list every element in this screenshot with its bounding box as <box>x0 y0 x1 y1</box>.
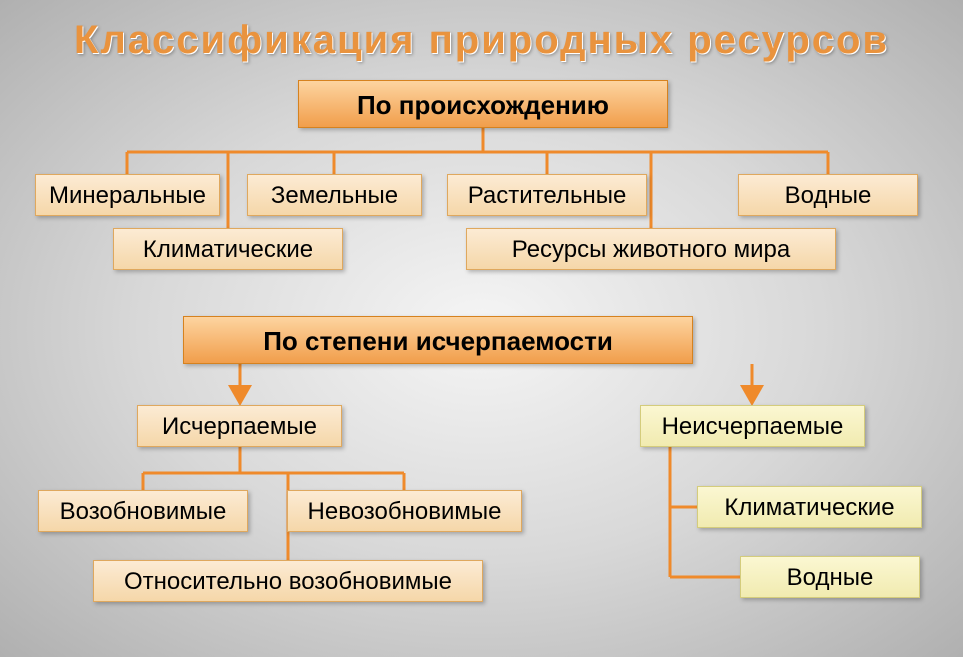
node-renewable: Возобновимые <box>38 490 248 532</box>
node-plant: Растительные <box>447 174 647 216</box>
node-animal: Ресурсы животного мира <box>466 228 836 270</box>
node-mineral: Минеральные <box>35 174 220 216</box>
node-nonrenewable: Невозобновимые <box>287 490 522 532</box>
node-climate: Климатические <box>113 228 343 270</box>
node-water: Водные <box>738 174 918 216</box>
node-land: Земельные <box>247 174 422 216</box>
node-climatic2: Климатические <box>697 486 922 528</box>
node-part_renewable: Относительно возобновимые <box>93 560 483 602</box>
node-water2: Водные <box>740 556 920 598</box>
node-exhaustible: Исчерпаемые <box>137 405 342 447</box>
node-inexhaustible: Неисчерпаемые <box>640 405 865 447</box>
node-exhaust_header: По степени исчерпаемости <box>183 316 693 364</box>
page-title: Классификация природных ресурсов <box>0 18 963 63</box>
node-origin_header: По происхождению <box>298 80 668 128</box>
